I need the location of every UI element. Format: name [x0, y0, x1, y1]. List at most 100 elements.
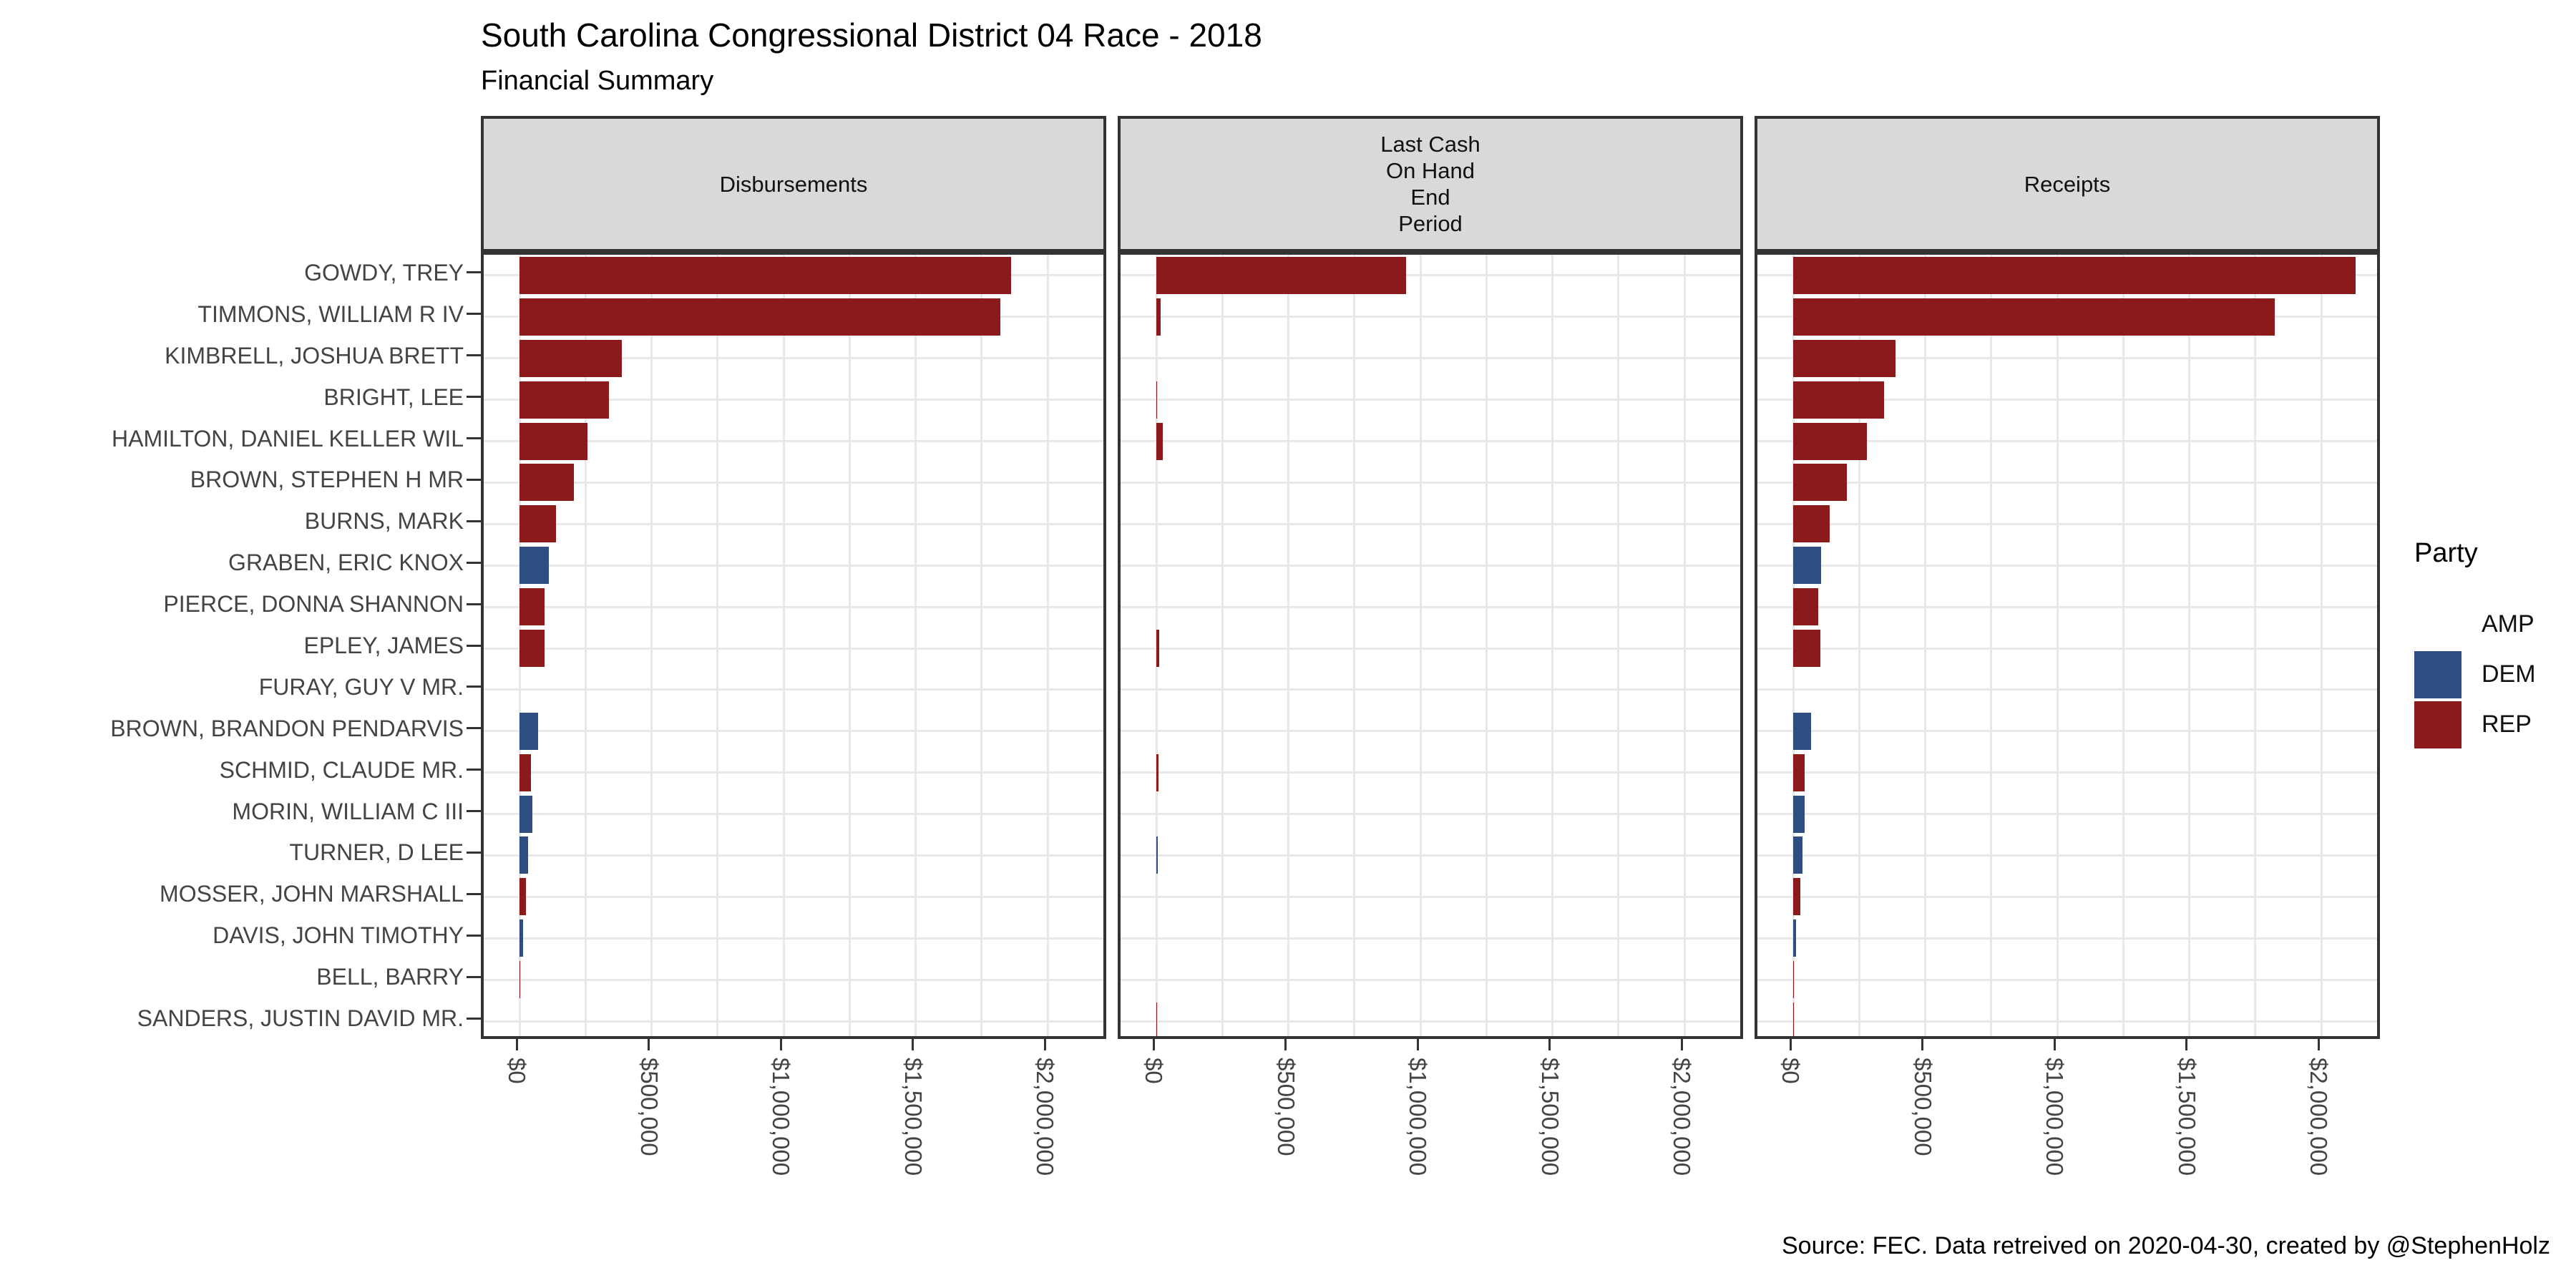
bar — [519, 836, 529, 874]
y-axis-label: BROWN, BRANDON PENDARVIS — [110, 715, 464, 741]
bar — [1793, 961, 1795, 999]
x-tick-label: $1,000,000 — [1405, 1058, 1431, 1176]
grid-line-horizontal — [1121, 771, 1740, 774]
grid-line-vertical — [2122, 255, 2124, 1036]
grid-line-horizontal — [1121, 688, 1740, 691]
bar — [519, 753, 532, 791]
grid-line-vertical — [2320, 255, 2323, 1036]
grid-line-horizontal — [1121, 605, 1740, 608]
x-tick-mark — [2317, 1039, 2320, 1050]
legend-label-rep: REP — [2482, 711, 2532, 738]
legend-entry-rep: REP — [2414, 701, 2536, 748]
bar — [519, 712, 538, 750]
x-tick-mark — [1789, 1039, 1792, 1050]
bar — [1156, 381, 1158, 419]
grid-line-vertical — [1683, 255, 1686, 1036]
grid-line-vertical — [782, 255, 785, 1036]
x-tick-label: $2,000,000 — [1669, 1058, 1695, 1176]
bar — [1793, 547, 1822, 585]
y-tick-mark — [467, 313, 481, 316]
y-axis-label: BURNS, MARK — [304, 508, 464, 535]
grid-line-vertical — [1419, 255, 1422, 1036]
bar — [1793, 588, 1819, 626]
grid-line-horizontal — [484, 978, 1103, 981]
grid-line-horizontal — [1121, 895, 1740, 898]
y-axis-label: KIMBRELL, JOSHUA BRETT — [165, 342, 464, 369]
bar — [1156, 256, 1406, 294]
bar — [1793, 795, 1805, 833]
grid-line-vertical — [980, 255, 983, 1036]
grid-line-horizontal — [484, 895, 1103, 898]
y-axis-label: MORIN, WILLIAM C III — [232, 798, 464, 824]
grid-line-vertical — [1353, 255, 1356, 1036]
y-axis-label: BRIGHT, LEE — [323, 384, 464, 410]
bar — [1793, 712, 1812, 750]
grid-line-horizontal — [484, 1020, 1103, 1023]
panel-disbursements — [481, 252, 1106, 1039]
bar — [519, 422, 588, 460]
grid-line-horizontal — [484, 481, 1103, 484]
grid-line-horizontal — [1757, 730, 2377, 733]
grid-line-vertical — [1617, 255, 1620, 1036]
y-axis-label: FURAY, GUY V MR. — [258, 673, 464, 700]
y-tick-mark — [467, 437, 481, 440]
y-axis-label: DAVIS, JOHN TIMOTHY — [213, 922, 464, 949]
legend-title: Party — [2414, 538, 2478, 568]
grid-line-vertical — [1287, 255, 1289, 1036]
y-tick-mark — [467, 975, 481, 978]
grid-line-vertical — [1990, 255, 1993, 1036]
grid-line-vertical — [584, 255, 587, 1036]
y-tick-mark — [467, 892, 481, 895]
facet-strip-last-cash-on-hand: Last Cash On Hand End Period — [1118, 116, 1743, 252]
grid-line-vertical — [914, 255, 917, 1036]
bar — [1793, 381, 1884, 419]
bar — [519, 339, 623, 377]
grid-line-horizontal — [484, 813, 1103, 816]
bar — [1793, 256, 2356, 294]
grid-line-vertical — [1551, 255, 1553, 1036]
x-tick-label: $1,500,000 — [2173, 1058, 2200, 1176]
bar — [1156, 1002, 1158, 1036]
x-tick-mark — [2053, 1039, 2056, 1050]
x-tick-mark — [779, 1039, 782, 1050]
bar — [519, 256, 1012, 294]
bar — [1793, 505, 1830, 543]
x-tick-label: $2,000,000 — [1032, 1058, 1058, 1176]
grid-line-vertical — [650, 255, 653, 1036]
y-tick-mark — [467, 519, 481, 522]
x-tick-label: $0 — [1141, 1058, 1167, 1084]
grid-line-horizontal — [484, 937, 1103, 940]
grid-line-horizontal — [484, 730, 1103, 733]
grid-line-horizontal — [1121, 564, 1740, 567]
bar — [519, 878, 526, 916]
grid-line-horizontal — [1757, 605, 2377, 608]
chart-title: South Carolina Congressional District 04… — [481, 16, 1262, 54]
x-tick-label: $0 — [1777, 1058, 1804, 1084]
grid-line-vertical — [716, 255, 719, 1036]
source-caption: Source: FEC. Data retreived on 2020-04-3… — [1782, 1232, 2550, 1259]
y-tick-mark — [467, 686, 481, 688]
y-tick-mark — [467, 851, 481, 854]
grid-line-horizontal — [1757, 564, 2377, 567]
y-axis-label: TIMMONS, WILLIAM R IV — [197, 301, 464, 327]
grid-line-horizontal — [484, 771, 1103, 774]
x-tick-label: $1,500,000 — [1536, 1058, 1563, 1176]
y-tick-mark — [467, 727, 481, 730]
grid-line-horizontal — [484, 647, 1103, 650]
grid-line-horizontal — [1121, 440, 1740, 443]
bar — [1156, 753, 1158, 791]
grid-line-horizontal — [1757, 481, 2377, 484]
grid-line-horizontal — [1121, 854, 1740, 857]
grid-line-horizontal — [484, 357, 1103, 360]
panel-receipts — [1755, 252, 2380, 1039]
y-axis-label: PIERCE, DONNA SHANNON — [163, 591, 464, 618]
grid-line-vertical — [1221, 255, 1224, 1036]
bar — [519, 588, 545, 626]
grid-line-horizontal — [1121, 813, 1740, 816]
grid-line-horizontal — [484, 605, 1103, 608]
bar — [519, 298, 1000, 336]
y-tick-mark — [467, 769, 481, 771]
x-tick-label: $2,000,000 — [2306, 1058, 2332, 1176]
bar — [1793, 753, 1805, 791]
